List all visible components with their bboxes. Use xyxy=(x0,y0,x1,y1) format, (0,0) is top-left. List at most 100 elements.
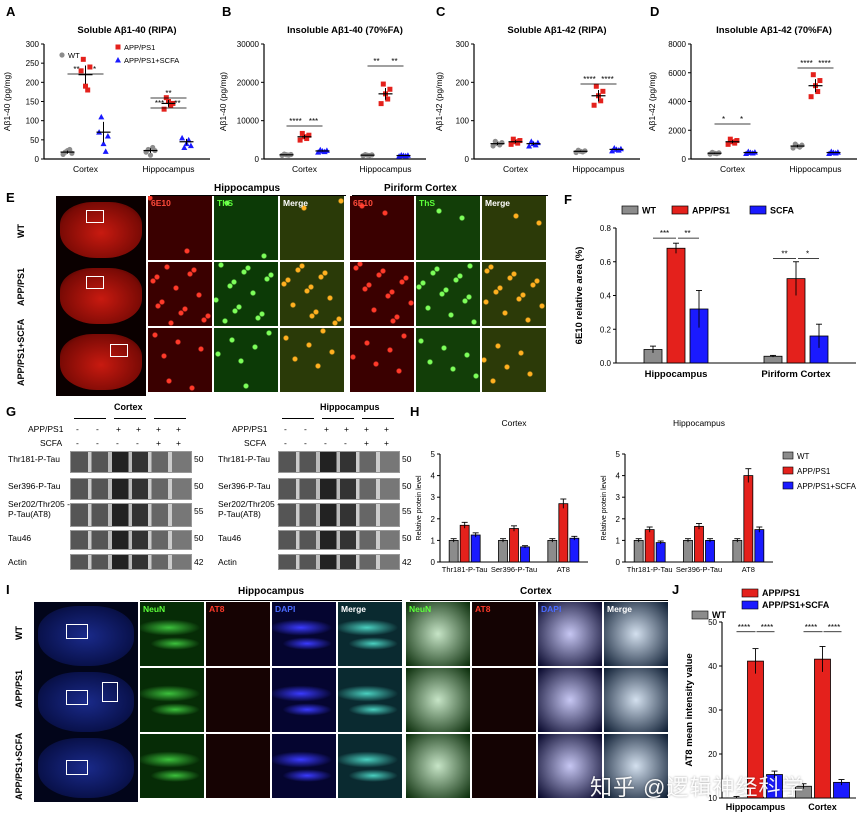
y-tick-label: 2 xyxy=(616,515,621,524)
legend-swatch xyxy=(671,205,689,215)
legend-label: SCFA xyxy=(770,206,795,216)
sig-label: **** xyxy=(583,75,595,84)
g-sign: + xyxy=(344,424,349,434)
e-row-label: APP/PS1 xyxy=(16,267,26,306)
i-micrograph-tile: NeuN xyxy=(140,602,204,666)
e-brain-section xyxy=(60,202,142,258)
sig-label: ** xyxy=(373,57,379,66)
i-column-label: NeuN xyxy=(409,604,432,614)
y-tick-label: 200 xyxy=(26,78,40,87)
zhihu-watermark: 知乎 @逻辑神经科学 xyxy=(590,775,805,800)
e-micrograph-tile: 6E10 xyxy=(350,196,414,260)
data-point-app xyxy=(387,86,393,92)
data-point-app xyxy=(510,136,516,142)
i-micrograph-tile xyxy=(206,734,270,798)
bar-wt xyxy=(633,539,644,563)
i-roi-box xyxy=(66,624,88,639)
sig-label: **** xyxy=(828,623,840,632)
y-tick-label: 0.6 xyxy=(600,258,612,267)
bar-app-ps1-scfa xyxy=(569,537,580,563)
y-tick-label: 0 xyxy=(255,155,260,164)
data-point-app xyxy=(299,130,305,136)
g-sign: + xyxy=(384,438,389,448)
bar-wt xyxy=(448,539,459,563)
y-tick-label: 3 xyxy=(431,493,436,502)
g-blot-band xyxy=(70,503,192,527)
y-tick-label: 0 xyxy=(35,155,40,164)
panel-letter-f: F xyxy=(564,192,572,207)
data-point-app xyxy=(297,137,303,143)
g-band-label: Ser202/Thr205 -P-Tau(AT8) xyxy=(8,499,70,519)
i-brain-section xyxy=(38,606,134,666)
g-band-label: Actin xyxy=(8,557,27,567)
bar-app-ps1 xyxy=(459,524,470,563)
i-region-hippocampus: Hippocampus xyxy=(238,586,305,597)
bar-app-ps1-scfa xyxy=(470,534,481,563)
data-point-wt xyxy=(69,150,75,156)
e-micrograph-tile xyxy=(482,328,546,392)
e-row-label: WT xyxy=(16,224,26,238)
i-micrograph-tile xyxy=(338,734,402,798)
i-brain-sections xyxy=(34,602,138,802)
g-sign: - xyxy=(304,424,307,434)
i-micrograph-tile xyxy=(206,668,270,732)
e-micrograph-tile xyxy=(214,262,278,326)
data-point-app xyxy=(600,88,606,94)
y-tick-label: 0.2 xyxy=(600,325,612,334)
g-blot-band xyxy=(70,554,192,570)
i-micrograph-tile xyxy=(604,734,668,798)
y-axis-label: Relative protein level xyxy=(416,475,423,540)
g-sign: + xyxy=(364,424,369,434)
legend-marker-wt xyxy=(59,52,65,58)
legend-label: WT xyxy=(642,206,656,216)
y-tick-label: 1 xyxy=(616,536,621,545)
g-geno-app: APP/PS1 xyxy=(232,424,268,434)
e-region-piriform: Piriform Cortex xyxy=(384,183,457,194)
bar-app-ps1 xyxy=(814,658,831,799)
g-band-label: Ser396-P-Tau xyxy=(218,481,271,491)
g-region-label: Hippocampus xyxy=(320,402,380,412)
panel-j-bar-chart: 10 20 30 40 50 Hippocampus Cortex AT8 mean inte… xyxy=(684,588,856,812)
e-column-label: ThS xyxy=(419,198,436,208)
data-point-scfa xyxy=(181,144,188,150)
data-point-scfa xyxy=(609,147,616,154)
data-point-scfa xyxy=(187,142,194,149)
g-sign: + xyxy=(156,424,161,434)
x-tick-label: Hippocampus xyxy=(360,164,412,174)
y-tick-label: 150 xyxy=(26,98,40,107)
g-sign: - xyxy=(284,438,287,448)
data-point-app xyxy=(593,83,599,89)
panel-h-hippocampus-chart: 0 1 2 3 4 5 Thr181-P-Tau Ser396-P-Tau AT8 Hippoca… xyxy=(601,418,857,574)
sig-label: ** xyxy=(391,57,397,66)
sig-label: * xyxy=(722,115,725,124)
g-blot-band xyxy=(278,530,400,550)
i-micrograph-tile: DAPI xyxy=(272,602,336,666)
data-point-scfa xyxy=(751,149,758,155)
data-point-app xyxy=(725,141,731,147)
data-point-app xyxy=(517,138,523,144)
legend-swatch xyxy=(749,205,767,215)
e-region-line-2 xyxy=(352,195,548,196)
legend-swatch xyxy=(782,466,794,475)
i-micrograph-tile: AT8 xyxy=(206,602,270,666)
g-blot-band xyxy=(70,530,192,550)
x-tick-label: Ser396-P-Tau xyxy=(491,565,537,574)
g-sign: - xyxy=(96,424,99,434)
g-mw-label: 50 xyxy=(402,454,412,464)
data-point-wt xyxy=(790,145,796,151)
y-tick-label: 10000 xyxy=(237,117,260,126)
g-sign: - xyxy=(324,438,327,448)
x-tick-label: Ser396-P-Tau xyxy=(676,565,722,574)
i-micrograph-tile xyxy=(406,734,470,798)
y-tick-label: 8000 xyxy=(668,40,686,49)
data-point-app xyxy=(734,138,740,144)
data-point-wt xyxy=(799,142,805,148)
x-tick-label: Hippocampus xyxy=(143,164,195,174)
x-tick-label: Piriform Cortex xyxy=(761,369,831,380)
y-tick-label: 4000 xyxy=(668,98,686,107)
data-point-app xyxy=(508,141,514,147)
sig-label: ** xyxy=(781,249,787,258)
y-tick-label: 20 xyxy=(708,750,717,759)
legend-swatch xyxy=(741,588,759,598)
g-sign: - xyxy=(76,438,79,448)
